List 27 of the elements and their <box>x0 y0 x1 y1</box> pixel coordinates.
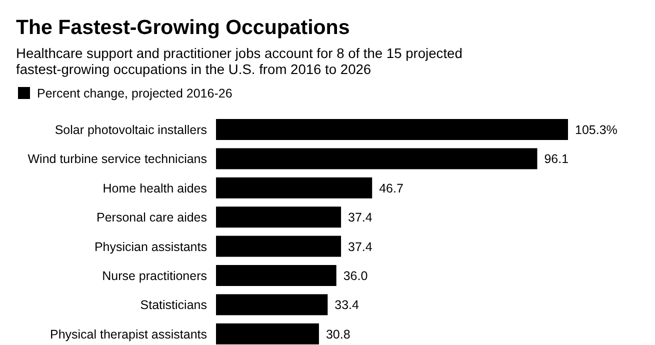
y-tick-label: Personal care aides <box>96 210 207 225</box>
y-tick-label: Home health aides <box>102 181 207 196</box>
legend-label: Percent change, projected 2016-26 <box>37 86 232 100</box>
y-tick-label: Nurse practitioners <box>102 269 207 283</box>
text: 36.0 <box>343 269 368 283</box>
bar <box>216 148 538 170</box>
bar <box>216 294 328 316</box>
bar <box>216 177 372 198</box>
text: 105.3% <box>575 123 618 137</box>
text: 37.4 <box>348 240 372 254</box>
y-tick-label: Physician assistants <box>94 240 207 254</box>
chart-title: The Fastest-Growing Occupations <box>16 16 350 39</box>
text: 33.4 <box>334 298 359 312</box>
text: 96.1 <box>544 152 569 166</box>
text: 37.4 <box>348 210 372 225</box>
text: 30.8 <box>326 327 350 342</box>
bar <box>216 265 336 286</box>
text: 46.7 <box>379 181 404 196</box>
bar <box>216 323 319 344</box>
chart-subtitle: Healthcare support and practitioner jobs account for 8 of the 15 projected fastest-growing occupations in the U.S. from 2016 to 2026 <box>16 46 462 77</box>
bar <box>216 119 568 140</box>
bar <box>216 236 342 257</box>
y-tick-label: Solar photovoltaic installers <box>54 123 207 137</box>
y-tick-label: Physical therapist assistants <box>50 327 207 342</box>
y-tick-label: Wind turbine service technicians <box>28 152 207 166</box>
y-tick-label: Statisticians <box>140 298 207 312</box>
bar <box>216 206 342 228</box>
